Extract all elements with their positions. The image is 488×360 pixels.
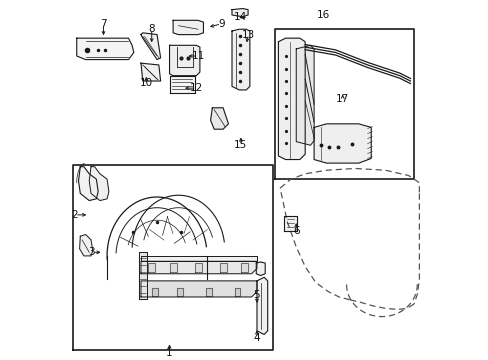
Text: 5: 5: [253, 290, 260, 300]
Polygon shape: [219, 264, 226, 272]
Polygon shape: [313, 124, 370, 163]
Polygon shape: [141, 256, 257, 261]
Polygon shape: [141, 33, 160, 60]
Polygon shape: [141, 281, 257, 297]
Text: 15: 15: [234, 140, 247, 150]
Polygon shape: [283, 216, 297, 231]
Polygon shape: [241, 264, 247, 272]
Polygon shape: [231, 9, 247, 17]
Polygon shape: [177, 288, 183, 296]
Polygon shape: [79, 167, 98, 201]
Text: 1: 1: [166, 348, 172, 358]
Text: 9: 9: [218, 19, 224, 29]
Text: 16: 16: [316, 10, 329, 20]
Text: 17: 17: [335, 94, 348, 104]
Polygon shape: [278, 38, 305, 159]
Polygon shape: [80, 234, 93, 256]
Polygon shape: [89, 167, 109, 201]
Polygon shape: [173, 20, 203, 35]
Polygon shape: [296, 45, 313, 145]
Text: 10: 10: [140, 78, 153, 88]
Polygon shape: [234, 288, 240, 296]
Text: 13: 13: [241, 30, 254, 40]
Polygon shape: [148, 264, 155, 272]
Text: 7: 7: [100, 19, 106, 29]
Polygon shape: [205, 288, 211, 296]
Polygon shape: [194, 264, 201, 272]
Polygon shape: [141, 261, 257, 274]
Text: 4: 4: [253, 333, 260, 343]
Text: 12: 12: [189, 83, 203, 93]
Polygon shape: [141, 63, 160, 81]
Text: 14: 14: [234, 12, 247, 22]
Text: 11: 11: [191, 51, 204, 61]
Text: 8: 8: [148, 24, 155, 34]
Polygon shape: [256, 262, 264, 275]
Text: 2: 2: [72, 210, 78, 220]
Polygon shape: [210, 108, 228, 129]
Polygon shape: [257, 277, 267, 334]
Text: 3: 3: [88, 247, 95, 257]
Polygon shape: [152, 288, 158, 296]
Polygon shape: [231, 29, 249, 90]
Polygon shape: [139, 252, 147, 299]
Polygon shape: [169, 264, 176, 272]
Polygon shape: [77, 38, 134, 60]
Polygon shape: [170, 76, 194, 93]
Text: 6: 6: [292, 226, 299, 236]
Polygon shape: [169, 45, 200, 76]
